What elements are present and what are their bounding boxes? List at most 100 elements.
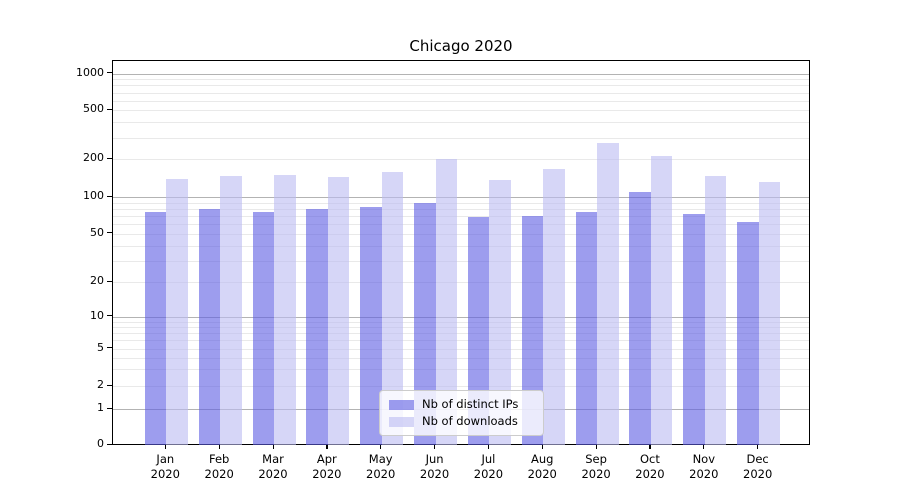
bar-nb-of-distinct-ips-may [360, 206, 382, 445]
x-tick-label-jun: Jun 2020 [405, 452, 465, 482]
y-tick-mark-20 [107, 280, 112, 282]
x-label-month: Nov [692, 452, 716, 466]
x-label-year: 2020 [689, 467, 719, 481]
gridline-minor-500 [113, 110, 809, 112]
gridline-minor-9 [113, 321, 809, 323]
x-label-year: 2020 [635, 467, 665, 481]
bar-nb-of-distinct-ips-apr [306, 209, 328, 445]
x-tick-label-mar: Mar 2020 [243, 452, 303, 482]
x-label-year: 2020 [527, 467, 557, 481]
x-label-month: Jul [481, 452, 496, 466]
bar-nb-of-downloads-dec [758, 181, 781, 445]
legend: Nb of distinct IPs Nb of downloads [379, 390, 544, 436]
x-tick-label-oct: Oct 2020 [620, 452, 680, 482]
x-tick-label-jul: Jul 2020 [458, 452, 518, 482]
legend-item-downloads: Nb of downloads [389, 415, 534, 428]
x-label-year: 2020 [258, 467, 288, 481]
x-tick-mark-sep [595, 445, 597, 449]
bar-nb-of-distinct-ips-aug [521, 215, 544, 445]
y-tick-label-20: 20 [90, 274, 104, 288]
plot-area [112, 60, 810, 445]
x-tick-mark-may [380, 445, 382, 449]
x-tick-label-apr: Apr 2020 [297, 452, 357, 482]
x-label-year: 2020 [204, 467, 234, 481]
gridline-minor-20 [113, 282, 809, 284]
gridline-minor-30 [113, 260, 809, 262]
x-label-month: Feb [208, 452, 230, 466]
y-tick-label-50: 50 [90, 225, 104, 239]
bar-nb-of-distinct-ips-feb [198, 209, 221, 445]
x-label-year: 2020 [743, 467, 773, 481]
gridline-minor-40 [113, 245, 809, 247]
y-tick-label-500: 500 [83, 102, 104, 116]
gridline-minor-600 [113, 100, 809, 102]
x-label-month: May [368, 452, 393, 466]
x-tick-label-feb: Feb 2020 [189, 452, 249, 482]
x-tick-mark-jul [487, 445, 490, 449]
x-tick-mark-feb [218, 445, 220, 449]
x-tick-mark-dec [757, 445, 759, 449]
gridline-minor-90 [113, 202, 809, 204]
gridline-minor-50 [113, 233, 809, 235]
gridline-minor-300 [113, 137, 809, 139]
y-tick-label-200: 200 [83, 151, 104, 165]
x-tick-mark-jun [434, 445, 436, 449]
x-label-month: Oct [639, 452, 660, 466]
gridline-minor-7 [113, 333, 809, 335]
gridline-major-100 [113, 197, 809, 198]
gridline-minor-6 [113, 340, 809, 342]
gridline-minor-200 [113, 159, 809, 161]
gridline-minor-3 [113, 369, 809, 371]
x-label-year: 2020 [150, 467, 180, 481]
bar-nb-of-downloads-aug [543, 168, 565, 445]
bar-nb-of-distinct-ips-sep [575, 211, 598, 445]
bar-nb-of-distinct-ips-mar [252, 211, 274, 445]
bar-nb-of-downloads-sep [597, 143, 619, 445]
x-tick-mark-nov [703, 445, 705, 449]
x-label-month: Dec [746, 452, 769, 466]
x-label-year: 2020 [581, 467, 611, 481]
x-tick-label-may: May 2020 [351, 452, 411, 482]
y-tick-mark-100 [107, 195, 112, 197]
y-tick-mark-200 [107, 157, 112, 159]
gridline-minor-400 [113, 122, 809, 124]
x-tick-label-nov: Nov 2020 [674, 452, 734, 482]
y-tick-label-10: 10 [90, 308, 104, 322]
x-label-year: 2020 [366, 467, 396, 481]
bar-nb-of-downloads-oct [650, 155, 673, 445]
x-label-year: 2020 [473, 467, 504, 481]
x-tick-mark-jan [164, 445, 166, 449]
bar-nb-of-distinct-ips-jul [467, 217, 490, 445]
y-tick-mark-1 [107, 407, 112, 409]
legend-swatch-downloads [389, 416, 414, 427]
gridline-major-10 [113, 316, 809, 318]
y-tick-mark-10 [107, 315, 112, 317]
bar-nb-of-downloads-feb [220, 175, 242, 445]
gridline-minor-800 [113, 85, 809, 87]
x-label-month: Apr [316, 452, 337, 466]
x-label-month: Aug [531, 452, 554, 466]
x-tick-mark-apr [326, 445, 328, 449]
gridline-minor-80 [113, 208, 809, 210]
x-tick-label-sep: Sep 2020 [566, 452, 626, 482]
gridline-minor-5 [113, 348, 809, 350]
x-tick-label-jan: Jan 2020 [135, 452, 195, 482]
x-label-month: Jan [156, 452, 175, 466]
x-tick-mark-oct [649, 445, 651, 449]
x-tick-label-dec: Dec 2020 [728, 452, 788, 482]
y-tick-mark-50 [107, 232, 112, 234]
gridline-minor-8 [113, 327, 809, 328]
bar-nb-of-distinct-ips-jan [144, 211, 167, 445]
bar-nb-of-downloads-nov [704, 175, 727, 445]
legend-label-distinct-ips: Nb of distinct IPs [422, 397, 519, 411]
y-tick-mark-500 [107, 108, 112, 110]
bar-nb-of-distinct-ips-dec [737, 222, 759, 445]
legend-label-downloads: Nb of downloads [422, 414, 518, 428]
bar-nb-of-distinct-ips-nov [683, 213, 705, 445]
x-label-year: 2020 [312, 467, 342, 481]
x-label-month: Sep [585, 452, 607, 466]
x-label-month: Jun [425, 452, 444, 466]
x-tick-mark-mar [272, 445, 274, 449]
bar-nb-of-downloads-may [381, 171, 404, 445]
chart-title: Chicago 2020 [409, 37, 513, 55]
